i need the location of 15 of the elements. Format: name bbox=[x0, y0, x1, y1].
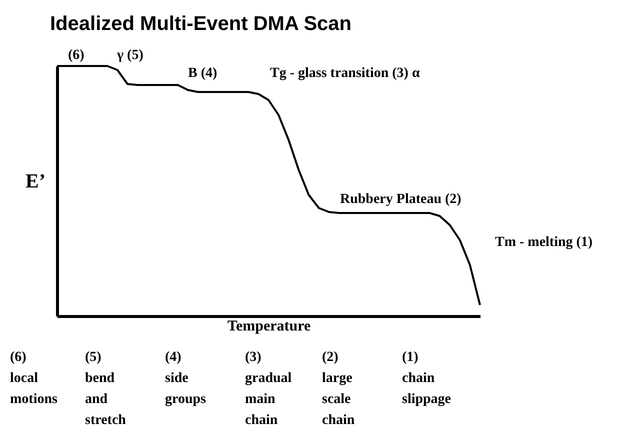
text: γ (5) bbox=[116, 48, 144, 63]
text: (1) chain slippage bbox=[402, 350, 452, 407]
annotation: Tg - glass transition (3) α bbox=[270, 66, 420, 81]
text: (3) gradual main chain bbox=[245, 350, 292, 428]
text: (6) bbox=[68, 48, 85, 63]
x-axis-title: Temperature bbox=[227, 318, 311, 334]
y-axis-title: E’ bbox=[26, 170, 46, 192]
text: (6) local motions bbox=[10, 350, 58, 407]
text: (5) bend and stretch bbox=[85, 350, 126, 428]
text: (4) side groups bbox=[165, 350, 207, 407]
annotation: B (4) bbox=[188, 66, 218, 81]
annotation: Rubbery Plateau (2) bbox=[340, 192, 462, 207]
text: (2) large scale chain bbox=[322, 350, 355, 428]
text: Tm - melting (1) bbox=[495, 235, 593, 250]
chart-title: Idealized Multi-Event DMA Scan bbox=[50, 13, 352, 35]
